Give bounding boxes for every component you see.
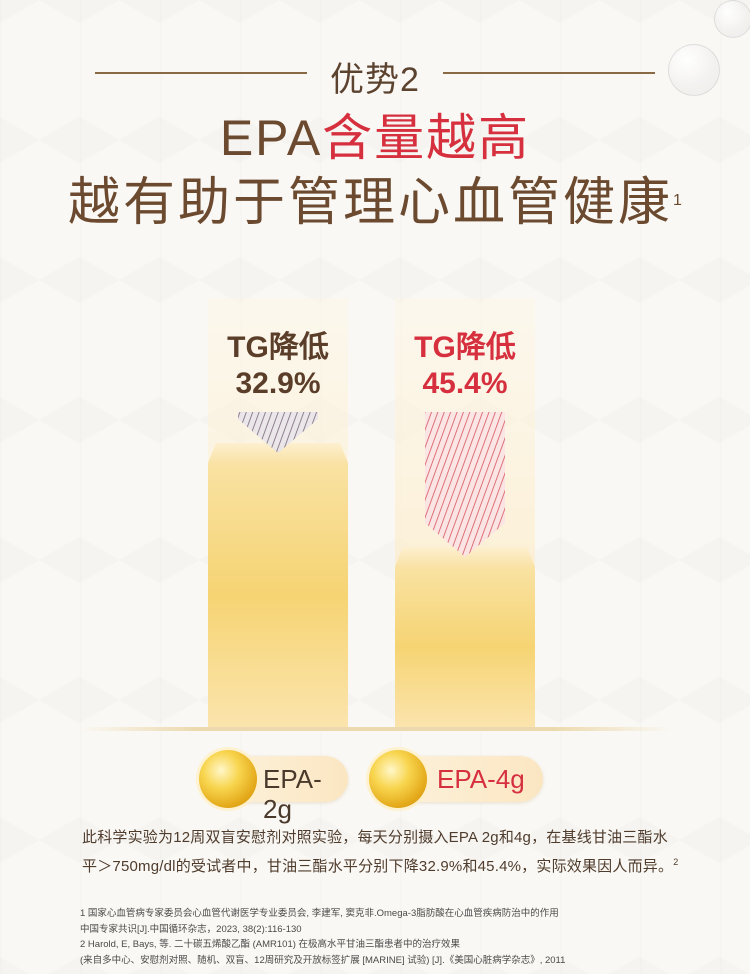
reference-line: 2 Harold, E, Bays, 等. 二十碳五烯酸乙酯 (AMR101) … (80, 939, 461, 950)
legend-label-2g: EPA-2g (263, 764, 322, 824)
headline-heart-health: 越有助于管理心血管健康 (68, 174, 674, 232)
bar (395, 567, 535, 727)
legend-label-4g: EPA-4g (437, 764, 525, 794)
capsule-icon (199, 750, 257, 808)
divider-right (443, 72, 655, 74)
bar-value-label: TG降低 45.4% (385, 330, 545, 402)
headline-footnote: 1 (673, 192, 682, 209)
reference-line: 1 国家心血管病专家委员会心血管代谢医学专业委员会, 李建军, 窦克非.Omeg… (80, 908, 559, 919)
bar (208, 463, 348, 727)
headline-epa: EPA (219, 110, 323, 166)
headline-content-higher: 含量越高 (322, 110, 531, 166)
divider-left (95, 72, 307, 74)
bar-label-value: 32.9% (235, 367, 321, 400)
study-description-text: 此科学实验为12周双盲安慰剂对照实验，每天分别摄入EPA 2g和4g，在基线甘油… (82, 829, 674, 875)
references: 1 国家心血管病专家委员会心血管代谢医学专业委员会, 李建军, 窦克非.Omeg… (80, 906, 720, 968)
chart-baseline (80, 727, 670, 731)
reference-line: (来自多中心、安慰剂对照、随机、双盲、12周研究及开放标签扩展 [MARINE]… (80, 954, 566, 966)
legend-epa-4g: EPA-4g (369, 750, 543, 808)
decorative-bubble (714, 0, 750, 38)
bar-label-prefix: TG降低 (414, 331, 516, 364)
legend-epa-2g: EPA-2g (199, 750, 348, 824)
bar-label-prefix: TG降低 (227, 331, 329, 364)
bar-value-label: TG降低 32.9% (198, 330, 358, 402)
advantage-label: 优势2 (330, 61, 420, 99)
capsule-icon (369, 750, 427, 808)
reference-line: 中国专家共识[J].中国循环杂志，2023, 38(2):116-130 (80, 923, 302, 935)
study-description: 此科学实验为12周双盲安慰剂对照实验，每天分别摄入EPA 2g和4g，在基线甘油… (82, 826, 682, 879)
headline-line1: EPA含量越高 (0, 108, 750, 168)
headline-line2: 越有助于管理心血管健康1 (0, 172, 750, 234)
bar-label-value: 45.4% (422, 367, 508, 400)
down-arrow-icon (425, 412, 505, 557)
study-description-footnote: 2 (673, 857, 679, 867)
decorative-bubble (668, 44, 720, 96)
section-header: 优势2 (95, 48, 655, 99)
down-arrow-icon (238, 412, 318, 453)
